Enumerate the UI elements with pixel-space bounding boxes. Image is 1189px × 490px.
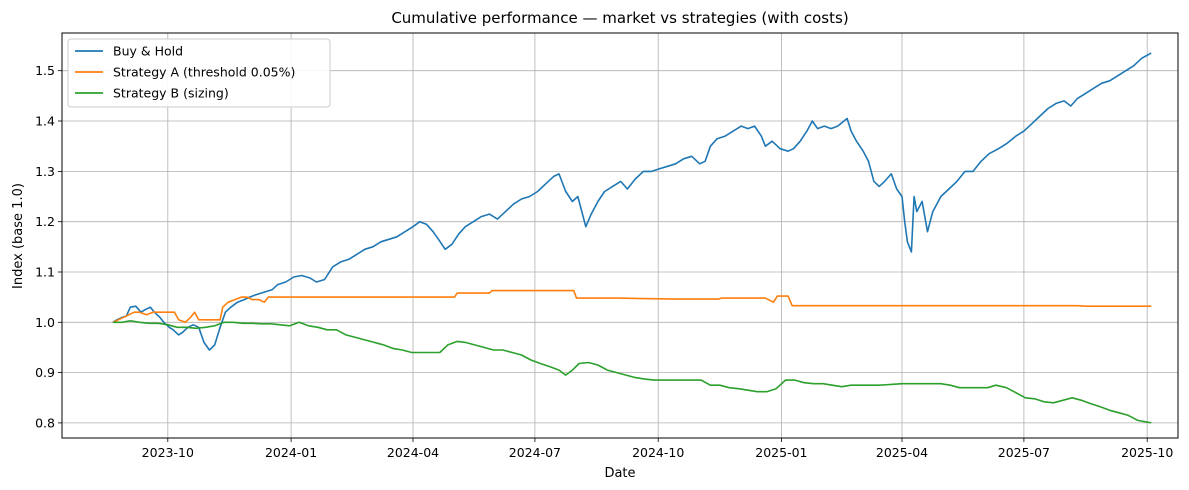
grid (62, 33, 1178, 438)
x-tick-label: 2024-04 (387, 445, 439, 460)
x-tick-label: 2024-07 (509, 445, 561, 460)
series-line-strategy-a-threshold-0-05 (112, 289, 1152, 324)
x-axis: 2023-10 2024-01 2024-04 2024-07 2024-10 2025-… (142, 438, 1173, 460)
y-tick-label: 1.3 (35, 164, 55, 179)
x-tick-label: 2025-07 (998, 445, 1050, 460)
chart-title: Cumulative performance — market vs strat… (391, 9, 848, 27)
series-line-buy-hold (112, 52, 1152, 351)
y-axis: 0.8 0.9 1.0 1.1 1.2 1.3 1.4 1.5 (35, 63, 62, 430)
legend-box (67, 38, 331, 108)
y-tick-label: 1.5 (35, 63, 55, 78)
x-tick-label: 2023-10 (142, 445, 194, 460)
x-tick-label: 2025-04 (876, 445, 928, 460)
y-tick-label: 1.0 (35, 315, 55, 330)
y-axis-title: Index (base 1.0) (11, 183, 26, 289)
y-tick-label: 1.2 (35, 214, 55, 229)
plot-frame (61, 32, 1179, 439)
x-tick-label: 2025-01 (755, 445, 807, 460)
legend-label-strategy-a-threshold-0-05: Strategy A (threshold 0.05%) (113, 65, 295, 80)
legend-label-strategy-b-sizing: Strategy B (sizing) (113, 86, 229, 101)
x-tick-label: 2024-01 (265, 445, 317, 460)
legend-label-buy-hold: Buy & Hold (113, 44, 183, 59)
legend: Buy & Hold Strategy A (threshold 0.05%) St… (67, 38, 331, 108)
x-tick-label: 2025-10 (1121, 445, 1173, 460)
series-layer (112, 52, 1152, 424)
y-tick-label: 0.8 (35, 415, 55, 430)
x-tick-label: 2024-10 (632, 445, 684, 460)
y-tick-label: 1.4 (35, 114, 55, 129)
y-tick-label: 1.1 (35, 265, 55, 280)
y-tick-label: 0.9 (35, 365, 55, 380)
x-axis-title: Date (604, 466, 635, 481)
series-line-strategy-b-sizing (112, 319, 1152, 424)
